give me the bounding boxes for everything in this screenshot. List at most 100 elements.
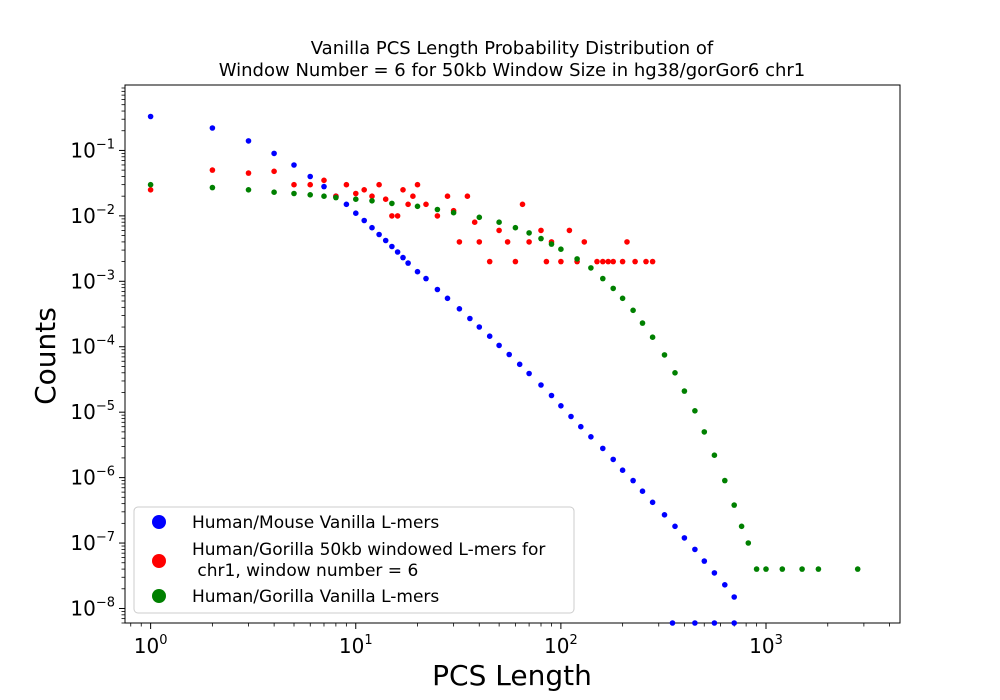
data-point — [271, 150, 277, 157]
chart-title: Vanilla PCS Length Probability Distribut… — [219, 38, 805, 81]
data-point — [649, 334, 656, 341]
data-point — [512, 224, 519, 231]
data-point — [692, 620, 698, 626]
data-point — [410, 193, 416, 199]
data-point — [763, 566, 769, 572]
data-point — [369, 193, 375, 199]
data-point — [548, 241, 555, 247]
data-point — [538, 382, 544, 388]
data-point — [444, 193, 451, 199]
data-point — [731, 594, 737, 600]
data-point — [630, 477, 636, 484]
data-point — [405, 260, 411, 266]
x-tick-label: 100 — [134, 633, 168, 658]
data-point — [619, 295, 626, 302]
y-tick-label: 10−5 — [70, 399, 115, 424]
data-point — [389, 243, 395, 250]
data-point — [558, 246, 564, 252]
data-point — [369, 224, 375, 231]
data-point — [434, 286, 441, 293]
legend-marker-human-gorilla-windowed — [152, 554, 166, 568]
data-point — [681, 535, 688, 541]
data-point — [672, 370, 678, 376]
data-point — [333, 194, 339, 201]
data-point — [361, 187, 368, 193]
y-axis-label: Counts — [29, 307, 62, 405]
x-tick-label: 103 — [749, 633, 783, 658]
data-point — [854, 566, 861, 572]
data-point — [423, 201, 429, 208]
data-point — [731, 502, 737, 508]
data-point — [722, 582, 728, 588]
data-point — [661, 352, 668, 358]
data-point — [467, 315, 473, 322]
data-point — [610, 456, 616, 463]
data-point — [753, 566, 760, 572]
data-point — [558, 258, 564, 265]
data-point — [271, 189, 277, 195]
data-point — [147, 187, 154, 193]
legend-label-human-mouse: Human/Mouse Vanilla L-mers — [192, 513, 439, 533]
legend-marker-human-mouse — [152, 515, 166, 529]
data-point — [701, 429, 708, 435]
data-point — [464, 193, 471, 199]
series-1 — [147, 113, 737, 626]
data-point — [600, 445, 606, 452]
y-tick-label: 10−7 — [70, 530, 115, 555]
data-point — [389, 213, 395, 219]
data-point — [581, 239, 588, 245]
chart-title-line-1: Vanilla PCS Length Probability Distribut… — [311, 38, 714, 59]
data-point — [486, 333, 493, 340]
data-point — [605, 258, 611, 265]
data-point — [405, 201, 411, 208]
series-3 — [147, 181, 861, 572]
data-point — [414, 181, 421, 188]
series-2 — [147, 167, 656, 265]
data-point — [600, 258, 606, 265]
data-point — [504, 239, 511, 245]
data-point — [476, 214, 483, 221]
data-point — [414, 268, 421, 275]
y-tick-label: 10−6 — [70, 465, 115, 490]
data-point — [516, 361, 523, 368]
data-point — [209, 167, 216, 173]
data-point — [624, 239, 630, 245]
data-point — [389, 200, 395, 207]
data-point — [291, 162, 297, 168]
data-point — [209, 184, 216, 191]
x-axis-label: PCS Length — [432, 659, 592, 692]
data-point — [476, 324, 483, 330]
data-point — [423, 275, 429, 282]
data-point — [321, 177, 327, 184]
data-point — [496, 342, 502, 349]
data-point — [414, 203, 421, 210]
data-point — [799, 566, 805, 572]
data-point — [394, 249, 401, 255]
data-point — [343, 181, 350, 188]
data-point — [594, 258, 600, 265]
data-point — [619, 467, 626, 474]
data-point — [610, 258, 616, 265]
data-point — [353, 210, 359, 216]
data-point — [321, 193, 327, 199]
data-point — [578, 423, 584, 430]
data-point — [779, 566, 786, 572]
y-tick-label: 10−3 — [70, 268, 115, 293]
data-point — [639, 320, 646, 326]
y-tick-label: 10−4 — [70, 334, 115, 359]
data-point — [632, 258, 638, 265]
major-ticks — [119, 149, 767, 629]
data-point — [394, 213, 401, 219]
data-point — [307, 181, 314, 188]
data-point — [471, 219, 478, 225]
data-point — [661, 512, 668, 518]
data-point — [307, 173, 314, 180]
chart-title-line-2: Window Number = 6 for 50kb Window Size i… — [219, 60, 805, 81]
data-point — [361, 217, 368, 224]
data-point — [610, 285, 616, 292]
data-point — [692, 546, 698, 553]
legend: Human/Mouse Vanilla L-mers Human/Gorilla… — [133, 506, 575, 614]
minor-ticks — [121, 87, 890, 627]
data-point — [711, 570, 718, 576]
data-point — [376, 181, 382, 188]
